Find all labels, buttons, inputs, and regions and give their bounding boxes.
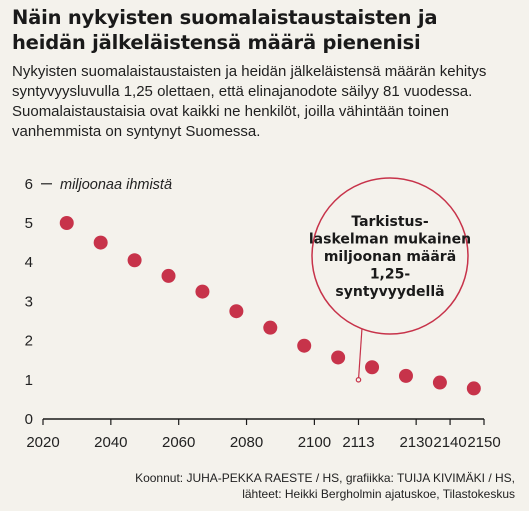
data-point: [127, 253, 142, 268]
data-point: [59, 216, 74, 230]
x-tick-label: 2020: [26, 434, 59, 451]
x-tick-label: 2100: [298, 434, 331, 451]
y-tick-label: 0: [25, 411, 33, 428]
x-tick-label: 2040: [94, 434, 127, 451]
x-tick-label: 2060: [162, 434, 195, 451]
annotation-text-line: laskelman mukainen: [309, 232, 471, 248]
data-point: [195, 284, 210, 299]
chart-title: Näin nykyisten suomalaistaustaisten ja h…: [12, 6, 438, 54]
y-tick-label: 2: [25, 333, 33, 350]
data-point: [398, 368, 413, 383]
y-tick-label: 3: [25, 293, 33, 310]
x-tick-label: 2080: [230, 434, 263, 451]
chart-subtitle: Nykyisten suomalaistaustaisten ja heidän…: [12, 63, 487, 140]
data-point: [263, 320, 278, 335]
data-point: [297, 338, 312, 353]
y-tick-label: 5: [25, 215, 33, 232]
y-tick-label: 6: [25, 176, 33, 193]
data-point: [93, 235, 108, 250]
credits-line-1: Koonnut: JUHA-PEKKA RAESTE / HS, grafiik…: [135, 471, 515, 485]
y-tick-label: 1: [25, 372, 33, 389]
data-point: [229, 304, 244, 319]
x-tick-label: 2150: [467, 434, 500, 451]
data-points: [59, 216, 481, 396]
credits-line-2: lähteet: Heikki Bergholmin ajatuskoe, Ti…: [242, 487, 515, 501]
y-axis: 0 1 2 3 4 5 6 miljoonaa ihmistä: [25, 176, 172, 428]
credits: Koonnut: JUHA-PEKKA RAESTE / HS, grafiik…: [135, 470, 515, 502]
x-tick-label: 2130: [399, 434, 432, 451]
y-axis-unit-label: miljoonaa ihmistä: [60, 177, 172, 193]
data-point: [331, 350, 346, 365]
data-point: [161, 268, 176, 283]
data-point: [365, 360, 380, 375]
data-point: [466, 381, 481, 396]
annotation-text-line: syntyvyydellä: [335, 284, 444, 300]
annotation-circle: [311, 177, 469, 335]
annotation-marker: [355, 376, 362, 383]
x-tick-label: 2140: [433, 434, 466, 451]
annotation-text-line: 1,25-: [370, 267, 411, 283]
x-tick-label: 2113: [342, 434, 374, 451]
annotation-text-line: Tarkistus-: [351, 214, 429, 230]
data-point: [432, 375, 447, 390]
y-tick-label: 4: [25, 254, 33, 271]
annotation-leader-line: [357, 327, 363, 380]
annotation-text-line: miljoonan määrä: [324, 249, 456, 265]
x-axis: 2020 2040 2060 2080 2100 2113 2130 2140 2150: [26, 418, 501, 451]
